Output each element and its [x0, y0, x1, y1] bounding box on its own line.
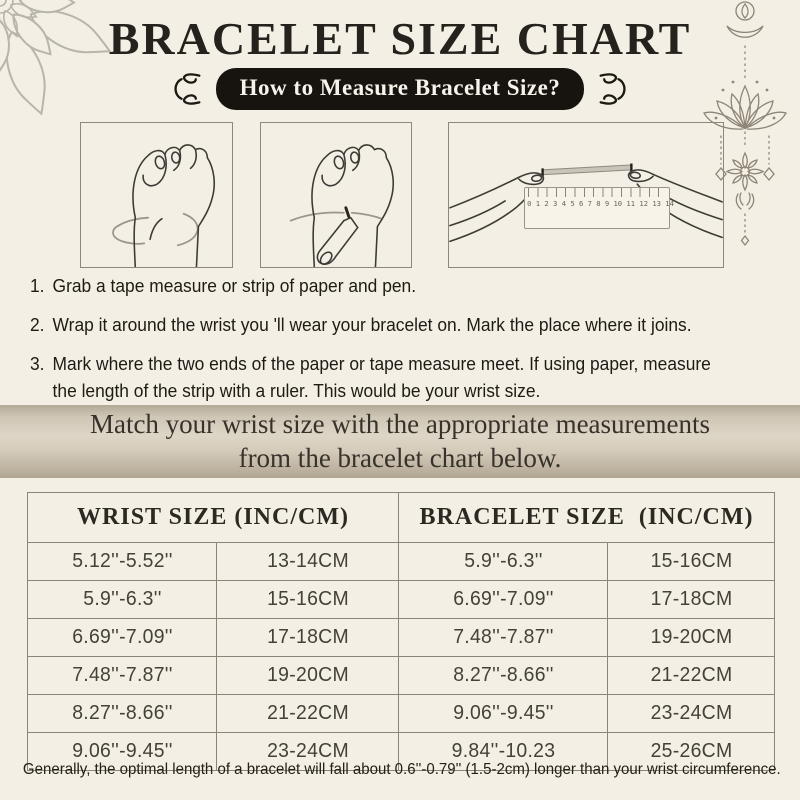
table-cell: 13-14CM [218, 542, 397, 581]
instruction-number: 1. [30, 275, 45, 296]
badge-row: How to Measure Bracelet Size? [0, 68, 800, 110]
table-cell: 7.48''-7.87'' [401, 618, 605, 657]
ruler-numbers: 0 1 2 3 4 5 6 7 8 9 10 11 12 13 14 [527, 199, 674, 208]
mandala-icon [0, 0, 112, 116]
table-cell: 8.27''-8.66'' [29, 694, 215, 733]
ruler-ticks [528, 188, 666, 197]
table-cell: 19-20CM [218, 656, 397, 695]
table-row: 9.06''-9.45'' 23-24CM 9.84''-10.23 25-26CM [28, 732, 775, 771]
table-row: 5.9''-6.3'' 15-16CM 6.69''-7.09'' 17-18CM [28, 580, 775, 619]
instruction-text: Wrap it around the wrist you 'll wear yo… [52, 313, 692, 335]
table-row: 7.48''-7.87'' 19-20CM 8.27''-8.66'' 21-22CM [28, 656, 775, 695]
instruction-text: Mark where the two ends of the paper or … [52, 352, 711, 402]
table-cell: 15-16CM [609, 542, 773, 581]
table-cell: 8.27''-8.66'' [401, 656, 605, 695]
lotus-ornament-icon [703, 1, 787, 247]
table-cell: 6.69''-7.09'' [401, 580, 605, 619]
table-cell: 5.12''-5.52'' [29, 542, 215, 581]
table-row: 6.69''-7.09'' 17-18CM 7.48''-7.87'' 19-20CM [28, 618, 775, 657]
instruction-text: Grab a tape measure or strip of paper an… [52, 275, 417, 296]
instruction-item: 2. Wrap it around the wrist you 'll wear … [30, 311, 782, 339]
instruction-item: 3. Mark where the two ends of the paper o… [30, 350, 782, 406]
match-size-banner: Match your wrist size with the appropria… [0, 405, 800, 478]
table-cell: 15-16CM [218, 580, 397, 619]
ruler-measure-illustration: 0 1 2 3 4 5 6 7 8 9 10 11 12 13 14 [448, 122, 724, 268]
flourish-right-icon [599, 73, 626, 105]
page-title: BRACELET SIZE CHART [108, 13, 692, 64]
table-cell: 19-20CM [609, 618, 773, 657]
table-cell: 23-24CM [609, 694, 773, 733]
size-table: WRIST SIZE (INC/CM) BRACELET SIZE (INC/C… [27, 492, 776, 771]
table-cell: 7.48''-7.87'' [29, 656, 215, 695]
table-cell: 5.9''-6.3'' [29, 580, 215, 619]
table-cell: 17-18CM [609, 580, 773, 619]
mark-wrist-illustration [260, 122, 412, 268]
how-to-measure-badge: How to Measure Bracelet Size? [215, 68, 585, 110]
table-cell: 21-22CM [609, 656, 773, 695]
instruction-number: 3. [30, 352, 45, 374]
table-header-row: WRIST SIZE (INC/CM) BRACELET SIZE (INC/C… [27, 492, 776, 543]
flourish-left-icon [174, 73, 201, 105]
tape-measure-illustration [80, 122, 233, 268]
table-cell: 21-22CM [218, 694, 397, 733]
banner-line-2: from the bracelet chart below. [238, 442, 562, 473]
table-cell: 9.06''-9.45'' [401, 694, 605, 733]
table-cell: 23-24CM [218, 732, 397, 771]
table-row: 5.12''-5.52'' 13-14CM 5.9''-6.3'' 15-16CM [28, 542, 775, 581]
ruler-graphic: 0 1 2 3 4 5 6 7 8 9 10 11 12 13 14 [524, 187, 674, 229]
instruction-item: 1. Grab a tape measure or strip of paper … [30, 272, 782, 300]
table-cell: 5.9''-6.3'' [401, 542, 605, 581]
wrist-size-header: WRIST SIZE (INC/CM) [27, 492, 399, 543]
table-cell: 25-26CM [609, 732, 773, 771]
instructions-list: 1. Grab a tape measure or strip of paper … [30, 272, 782, 416]
size-table-body: 5.12''-5.52'' 13-14CM 5.9''-6.3'' 15-16CM 5.… [28, 542, 775, 771]
table-cell: 9.06''-9.45'' [29, 732, 215, 771]
table-cell: 9.84''-10.23 [401, 732, 605, 771]
bracelet-size-header: BRACELET SIZE (INC/CM) [397, 492, 776, 543]
banner-line-1: Match your wrist size with the appropria… [89, 408, 711, 439]
instruction-number: 2. [30, 313, 45, 335]
table-cell: 17-18CM [218, 618, 397, 657]
table-row: 8.27''-8.66'' 21-22CM 9.06''-9.45'' 23-24CM [28, 694, 775, 733]
table-cell: 6.69''-7.09'' [29, 618, 215, 657]
footnote: Generally, the optimal length of a brace… [22, 761, 781, 778]
